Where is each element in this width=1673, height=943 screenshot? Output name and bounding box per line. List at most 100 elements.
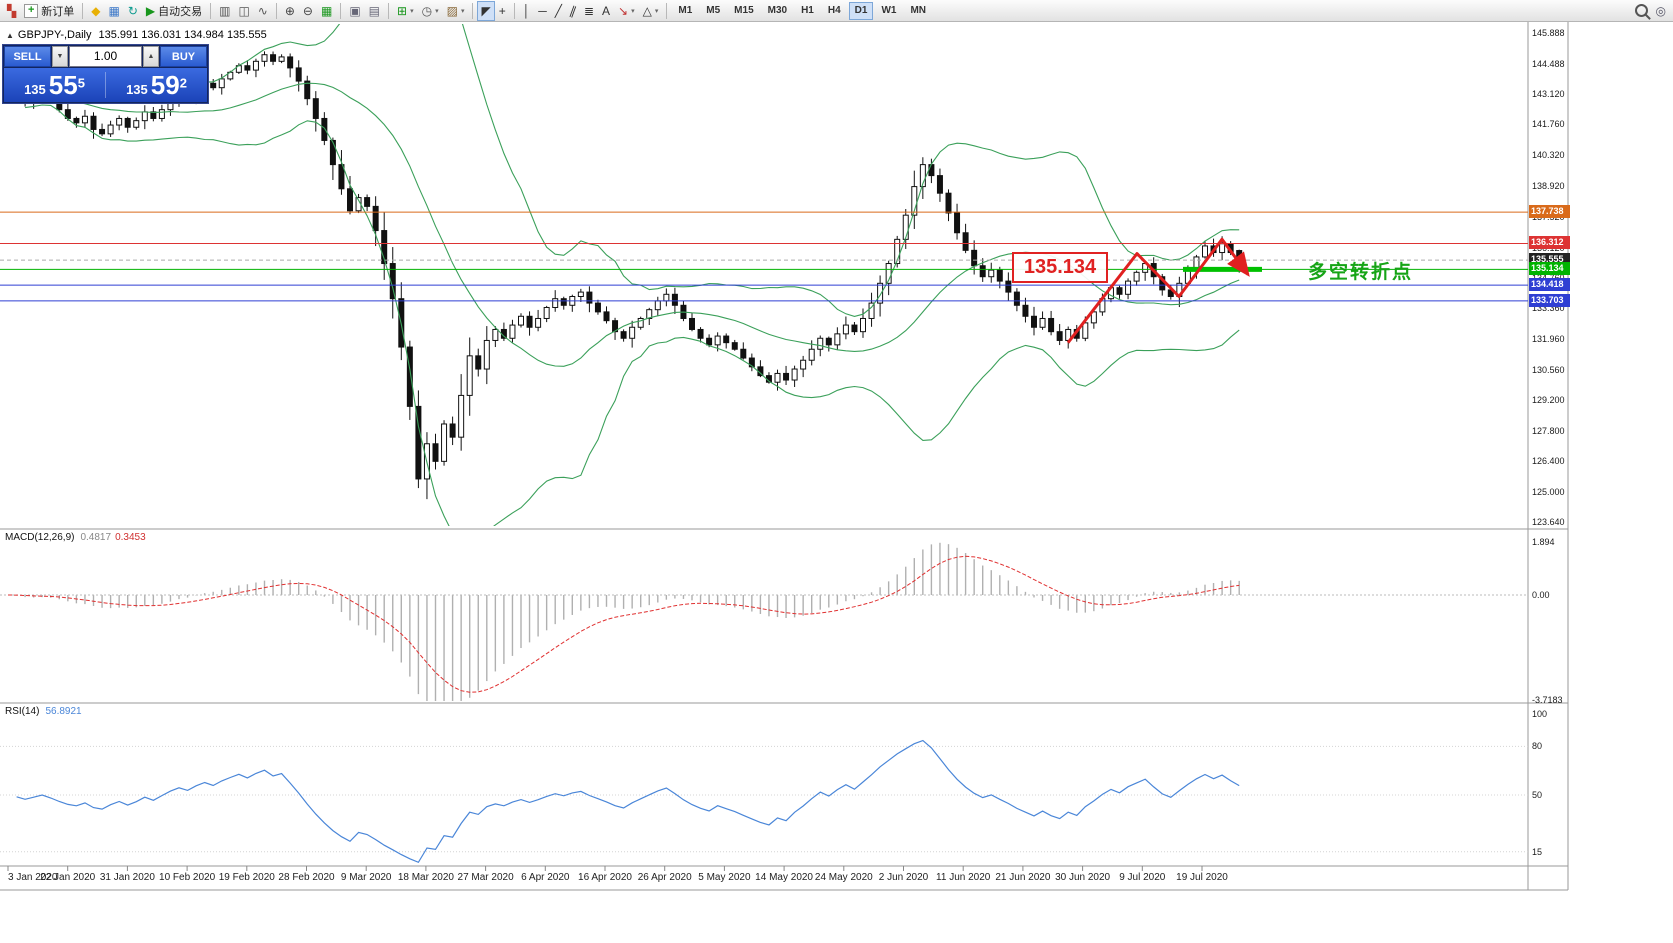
trendline-button[interactable]: ╱ (551, 1, 566, 21)
caret-up-icon: ▲ (147, 53, 155, 60)
timeframe-mn-button[interactable]: MN (904, 2, 932, 20)
date-axis-label: 18 Mar 2020 (397, 872, 454, 883)
bid-ask-prices: 135 555 135 592 (4, 68, 207, 102)
autotrading-button[interactable]: ▶ 自动交易 (142, 1, 206, 21)
date-axis-label: 14 May 2020 (755, 872, 814, 883)
collapse-icon[interactable]: ▲ (6, 31, 14, 40)
trendline-icon: ╱ (554, 3, 562, 18)
horizontal-line-icon: ─ (538, 3, 547, 18)
timeframe-m1-button[interactable]: M1 (672, 2, 698, 20)
new-order-button[interactable]: + 新订单 (20, 1, 78, 21)
sell-price[interactable]: 135 555 (24, 69, 85, 100)
templates-icon: ▨ (446, 3, 458, 18)
date-axis-label: 19 Jul 2020 (1176, 872, 1228, 883)
toolbar-divider (340, 2, 342, 19)
shapes-icon: △ (642, 3, 652, 18)
volume-input[interactable] (69, 46, 142, 67)
buy-price[interactable]: 135 592 (126, 69, 187, 100)
volume-increase-button[interactable]: ▲ (143, 46, 159, 67)
mql-market-icon: ◆ (91, 3, 101, 18)
fibonacci-button[interactable]: ≣ (580, 1, 598, 21)
candle-mode-button[interactable]: ◫ (234, 1, 253, 21)
refresh-button[interactable]: ↻ (124, 1, 142, 21)
bar-chart-mode-icon: ▥ (219, 3, 231, 18)
cursor-button[interactable]: ◤ (477, 0, 495, 21)
periods-button[interactable]: ◷ ▾ (418, 1, 443, 21)
date-axis-label: 28 Feb 2020 (278, 872, 335, 883)
date-axis-label: 9 Mar 2020 (340, 872, 392, 883)
text-button[interactable]: A (598, 1, 614, 21)
zoom-in-button[interactable]: ⊕ (281, 1, 299, 21)
price-axis-label: 131.960 (1532, 334, 1565, 345)
timeframe-h1-button[interactable]: H1 (795, 2, 820, 20)
new-order-label: 新订单 (41, 5, 75, 18)
grid-button[interactable]: ▦ (317, 1, 336, 21)
shapes-button[interactable]: △ ▾ (639, 1, 663, 21)
terminal-logo-button[interactable]: ▚ (3, 1, 20, 21)
bar-chart-mode-button[interactable]: ▥ (215, 1, 234, 21)
crosshair-button[interactable]: + (495, 1, 510, 21)
timeframe-m15-button[interactable]: M15 (728, 2, 759, 20)
date-axis-label: 26 Apr 2020 (637, 872, 692, 883)
zoom-in-icon: ⊕ (284, 3, 295, 18)
price-axis-label: 145.888 (1532, 28, 1565, 38)
timeframe-h4-button[interactable]: H4 (822, 2, 847, 20)
date-axis-label: 5 May 2020 (698, 872, 751, 883)
new-chart-button[interactable]: ▦ (104, 1, 123, 21)
search-button[interactable] (1631, 1, 1652, 21)
macd-signal-value: 0.3453 (115, 532, 146, 543)
terminal-logo-icon: ▚ (7, 3, 17, 18)
buy-button[interactable]: BUY (160, 46, 207, 67)
timeframe-w1-button[interactable]: W1 (875, 2, 902, 20)
toolbar-divider (666, 2, 668, 19)
zoom-out-button[interactable]: ⊖ (299, 1, 317, 21)
dropdown-caret-icon: ▾ (460, 7, 465, 15)
grid-icon: ▦ (320, 3, 333, 18)
date-axis-label: 10 Feb 2020 (159, 872, 216, 883)
horizontal-line-button[interactable]: ─ (534, 1, 551, 21)
templates-button[interactable]: ▨ ▾ (443, 1, 469, 21)
vertical-line-button[interactable]: │ (519, 1, 535, 21)
toolbar-divider (82, 2, 84, 19)
price-annotation-box[interactable]: 135.134 (1012, 252, 1108, 283)
cursor-icon: ◤ (481, 3, 491, 18)
timeframe-m5-button[interactable]: M5 (700, 2, 726, 20)
date-axis-label: 16 Apr 2020 (578, 872, 632, 883)
zoom-out-icon: ⊖ (302, 3, 313, 18)
macd-main-value: 0.4817 (80, 532, 112, 543)
macd-axis-label: 0.00 (1532, 590, 1550, 600)
line-mode-button[interactable]: ∿ (254, 1, 272, 21)
date-axis-label: 6 Apr 2020 (521, 872, 570, 883)
price-axis-label: 138.920 (1532, 181, 1565, 192)
arrows-button[interactable]: ↘ ▾ (614, 1, 639, 21)
volume-decrease-button[interactable]: ▼ (52, 46, 68, 67)
price-axis-label: 133.360 (1532, 303, 1565, 314)
indicators-button[interactable]: ⊞ ▾ (393, 1, 418, 21)
rsi-axis-label: 100 (1532, 709, 1548, 719)
caret-down-icon: ▼ (56, 53, 64, 60)
channel-button[interactable]: ∥ (566, 1, 580, 21)
tile-windows-button[interactable]: ▣ (345, 1, 364, 21)
macd-label: MACD(12,26,9) 0.4817 0.3453 (5, 532, 146, 543)
price-axis-label: 140.320 (1532, 150, 1565, 161)
turning-point-label[interactable]: 多空转折点 (1308, 262, 1414, 283)
price-axis-label: 126.400 (1532, 456, 1565, 467)
order-controls-row: SELL ▼ ▲ BUY (4, 46, 207, 67)
price-tag: 135.134 (1529, 262, 1570, 276)
price-tag: 134.418 (1529, 278, 1570, 292)
timeframe-m30-button[interactable]: M30 (762, 2, 793, 20)
mql-market-button[interactable]: ◆ (87, 1, 104, 21)
text-icon: A (602, 3, 611, 18)
macd-axis-label: -3.7183 (1532, 695, 1563, 705)
vertical-line-icon: │ (522, 3, 531, 18)
sell-button[interactable]: SELL (4, 46, 51, 67)
dropdown-caret-icon: ▾ (654, 7, 659, 15)
price-tag: 133.703 (1529, 293, 1570, 307)
compass-button[interactable]: ◎ (1652, 1, 1670, 21)
window-list-button[interactable]: ▤ (365, 1, 384, 21)
date-axis-label: 11 Jun 2020 (936, 872, 991, 883)
timeframe-d1-button[interactable]: D1 (848, 1, 874, 20)
refresh-icon: ↻ (127, 3, 138, 18)
toolbar-divider (388, 2, 390, 19)
